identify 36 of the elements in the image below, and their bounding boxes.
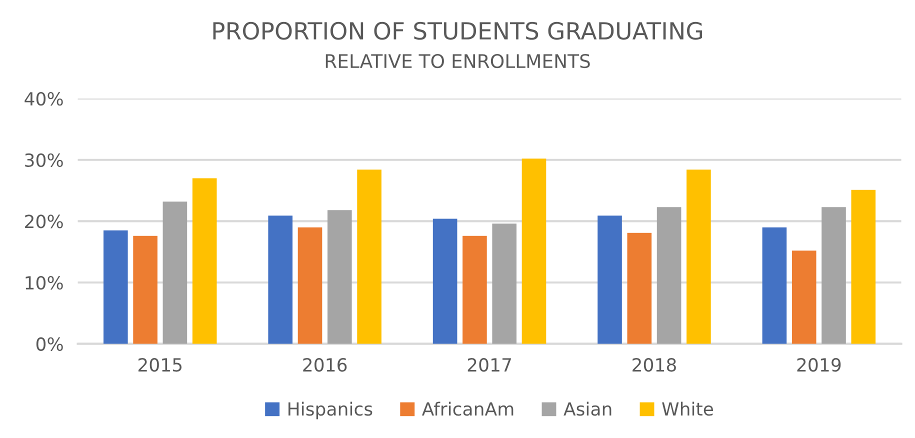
bar xyxy=(432,218,458,344)
bar xyxy=(851,190,876,344)
y-tick-label: 40% xyxy=(24,92,63,106)
bar xyxy=(627,232,652,344)
bar xyxy=(686,170,711,344)
bar xyxy=(327,210,352,344)
x-tick-label: 2017 xyxy=(468,358,511,372)
legend-label: Asian xyxy=(564,402,612,416)
bar xyxy=(357,170,382,344)
x-tick-label: 2018 xyxy=(632,358,676,372)
x-tick-label: 2015 xyxy=(138,358,182,372)
bar xyxy=(104,230,128,344)
bar xyxy=(792,250,816,344)
bar xyxy=(462,236,487,344)
bar xyxy=(492,224,517,344)
bar xyxy=(822,207,846,344)
legend-label: White xyxy=(662,402,714,416)
bar xyxy=(268,216,293,344)
bar xyxy=(133,236,158,344)
bar xyxy=(162,202,188,344)
x-tick-label: 2016 xyxy=(303,358,347,372)
bar xyxy=(298,227,322,344)
bar xyxy=(656,207,682,344)
x-tick-label: 2019 xyxy=(797,358,841,372)
y-tick-label: 30% xyxy=(25,153,63,167)
chart-subtitle: RELATIVE TO ENROLLMENTS xyxy=(326,54,590,68)
chart-title: PROPORTION OF STUDENTS GRADUATING xyxy=(213,22,702,40)
bar xyxy=(522,158,546,344)
bar xyxy=(598,216,622,344)
bar xyxy=(762,227,787,344)
legend-label: AfricanAm xyxy=(422,402,514,416)
bar xyxy=(192,178,217,344)
y-tick-label: 20% xyxy=(25,214,63,228)
y-tick-label: 10% xyxy=(26,276,63,290)
legend-label: Hispanics xyxy=(288,402,372,420)
y-tick-label: 0% xyxy=(36,337,63,351)
